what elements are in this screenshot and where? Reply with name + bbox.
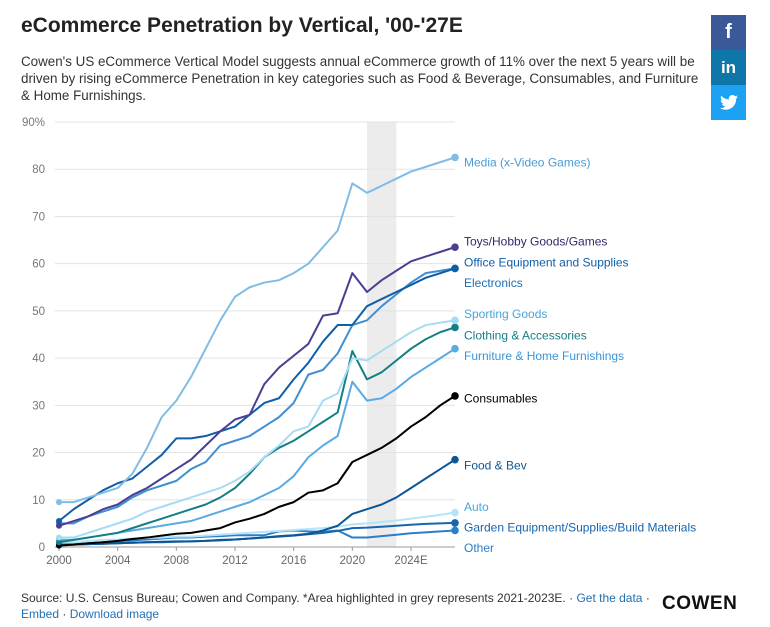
get-the-data-link[interactable]: Get the data bbox=[576, 591, 643, 605]
y-tick-label: 50 bbox=[32, 306, 45, 318]
series-endpoint-toys-hobby-goods-games[interactable] bbox=[451, 243, 459, 251]
series-label-office-equipment-and-supplies: Office Equipment and Supplies bbox=[464, 256, 629, 270]
series-endpoint-clothing-accessories[interactable] bbox=[451, 323, 459, 332]
x-tick-label: 2012 bbox=[222, 555, 248, 567]
series-label-auto: Auto bbox=[464, 500, 489, 514]
series-label-electronics: Electronics bbox=[464, 276, 523, 290]
series-line-sporting-goods[interactable] bbox=[58, 319, 456, 539]
series-endpoint-auto[interactable] bbox=[451, 508, 459, 517]
series-label-furniture-home-furnishings: Furniture & Home Furnishings bbox=[464, 349, 624, 363]
y-tick-label: 40 bbox=[32, 353, 45, 365]
twitter-share-button[interactable] bbox=[711, 85, 746, 120]
series-line-media-x-video-games[interactable] bbox=[58, 156, 456, 504]
series-line-furniture-home-furnishings[interactable] bbox=[58, 347, 456, 541]
series-endpoint-sporting-goods[interactable] bbox=[451, 316, 459, 325]
footer-separator: · bbox=[62, 607, 67, 621]
series-endpoint-furniture-home-furnishings[interactable] bbox=[451, 344, 459, 353]
facebook-share-button[interactable]: f bbox=[711, 15, 746, 50]
series-line-electronics[interactable] bbox=[58, 267, 456, 525]
x-tick-label: 2016 bbox=[281, 555, 307, 567]
chart-title: eCommerce Penetration by Vertical, '00-'… bbox=[21, 14, 463, 37]
series-startpoint-media-x-video-games bbox=[56, 499, 62, 506]
embed-link[interactable]: Embed bbox=[21, 607, 60, 621]
x-tick-label: 2000 bbox=[46, 555, 72, 567]
series-startpoint-office-equipment-and-supplies bbox=[56, 518, 62, 525]
y-tick-label: 60 bbox=[32, 259, 45, 271]
y-tick-label: 30 bbox=[32, 400, 45, 412]
series-endpoint-media-x-video-games[interactable] bbox=[451, 153, 459, 162]
series-label-toys-hobby-goods-games: Toys/Hobby Goods/Games bbox=[464, 234, 607, 248]
x-tick-label: 2024E bbox=[394, 555, 428, 567]
linkedin-icon: in bbox=[720, 57, 737, 77]
series-line-toys-hobby-goods-games[interactable] bbox=[58, 246, 456, 527]
y-tick-label: 90% bbox=[22, 117, 45, 129]
y-tick-label: 20 bbox=[32, 448, 45, 460]
chart-subtitle: Cowen's US eCommerce Vertical Model sugg… bbox=[21, 54, 699, 103]
series-label-other: Other bbox=[464, 541, 494, 555]
series-endpoint-garden-equipment-supplies-build-materials[interactable] bbox=[451, 519, 459, 527]
series-endpoint-consumables[interactable] bbox=[451, 392, 459, 400]
source-note: Source: U.S. Census Bureau; Cowen and Co… bbox=[21, 591, 574, 605]
series-label-sporting-goods: Sporting Goods bbox=[464, 307, 547, 321]
series-label-consumables: Consumables bbox=[464, 391, 537, 405]
y-tick-label: 0 bbox=[39, 542, 45, 554]
twitter-icon bbox=[719, 95, 738, 110]
linkedin-share-button[interactable]: in bbox=[711, 50, 746, 85]
x-tick-label: 2008 bbox=[164, 555, 190, 567]
series-line-food-bev[interactable] bbox=[58, 458, 456, 546]
series-label-clothing-accessories: Clothing & Accessories bbox=[464, 328, 587, 342]
cowen-logo: COWEN bbox=[662, 593, 738, 614]
series-line-consumables[interactable] bbox=[58, 394, 456, 547]
series-label-media-x-video-games: Media (x-Video Games) bbox=[464, 156, 591, 170]
y-tick-label: 70 bbox=[32, 211, 45, 223]
facebook-icon: f bbox=[725, 21, 732, 43]
series-startpoint-clothing-accessories bbox=[56, 539, 62, 546]
series-endpoint-office-equipment-and-supplies[interactable] bbox=[451, 264, 459, 273]
series-startpoint-toys-hobby-goods-games bbox=[56, 522, 62, 529]
series-endpoint-other[interactable] bbox=[451, 526, 459, 535]
series-endpoint-food-bev[interactable] bbox=[451, 455, 459, 464]
y-tick-label: 80 bbox=[32, 164, 45, 176]
y-tick-label: 10 bbox=[32, 495, 45, 507]
series-label-food-bev: Food & Bev bbox=[464, 458, 527, 472]
x-tick-label: 2004 bbox=[105, 555, 131, 567]
series-startpoint-sporting-goods bbox=[56, 534, 62, 541]
x-tick-label: 2020 bbox=[340, 555, 366, 567]
chart-footer: Source: U.S. Census Bureau; Cowen and Co… bbox=[21, 590, 661, 622]
download-image-link[interactable]: Download image bbox=[69, 607, 160, 621]
footer-separator: · bbox=[645, 591, 650, 605]
series-label-garden-equipment-supplies-build-materials: Garden Equipment/Supplies/Build Material… bbox=[464, 521, 696, 535]
forecast-highlight-band bbox=[367, 122, 397, 547]
